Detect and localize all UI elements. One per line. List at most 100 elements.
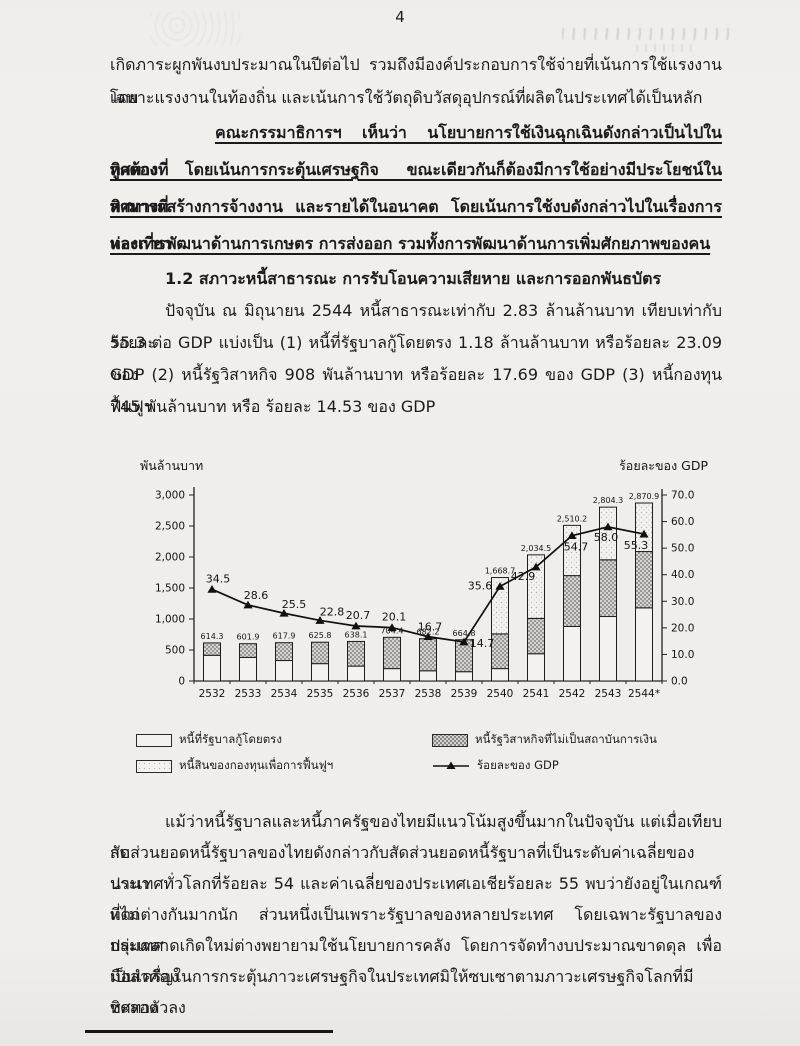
- gdp-point-marker: [387, 623, 397, 631]
- bar-segment: [347, 640, 365, 667]
- right-tick-label: 0.0: [671, 676, 688, 688]
- bar-total-label: 617.9: [273, 632, 296, 641]
- paragraph-international-comparison: แม้ว่าหนี้รัฐบาลและหนี้ภาครัฐของไทยมีแนว…: [110, 806, 722, 1023]
- x-tick-label: 2536: [343, 688, 370, 700]
- bar-total-label: 638.1: [345, 630, 368, 639]
- legend-item-direct-govt-debt: หนี้ที่รัฐบาลกู้โดยตรง: [136, 732, 282, 748]
- right-tick-label: 40.0: [671, 569, 694, 581]
- chart-plot-area: 0 500 1,000 1,500 2,000 2,500 3,000 0.0 10.0 20.0…: [155, 487, 694, 700]
- bar-total-label: 1,668.7: [485, 567, 516, 576]
- text-line: แตกต่างกันมากนัก ส่วนหนึ่งเป็นเพราะรัฐบา…: [110, 905, 722, 955]
- text-line: ชะลอตัวลง: [110, 998, 186, 1017]
- footnote-rule: [85, 1030, 333, 1033]
- text-line: GDP (2) หนี้รัฐวิสาหกิจ 908 พันล้านบาท ห…: [110, 365, 722, 416]
- text-line: 745 พันล้านบาท หรือ ร้อยละ 14.53 ของ GDP: [110, 397, 436, 416]
- gdp-point-label: 42.9: [511, 570, 536, 583]
- bar-segment: [599, 559, 617, 618]
- dotted-bar-swatch-icon: [136, 759, 172, 773]
- bar-segment: [239, 656, 257, 682]
- y-tick-label: 2,000: [155, 552, 185, 564]
- x-tick-label: 2538: [415, 688, 442, 700]
- text-line: 55.3 ต่อ GDP แบ่งเป็น (1) หนี้ที่รัฐบาลก…: [110, 333, 722, 384]
- gdp-point-marker: [207, 585, 217, 593]
- gdp-point-marker: [459, 637, 469, 646]
- legend-label: หนี้รัฐวิสาหกิจที่ไม่เป็นสถาบันการเงิน: [475, 732, 657, 746]
- gdp-point-label: 16.7: [418, 621, 443, 634]
- scan-artifact: [636, 44, 696, 52]
- text-line: ปัจจุบัน ณ มิถุนายน 2544 หนี้สาธารณะเท่า…: [110, 301, 722, 352]
- bar-total-label: 614.3: [201, 632, 224, 641]
- gdp-point-marker: [243, 600, 253, 609]
- gdp-point-marker: [423, 632, 433, 641]
- gdp-point-marker: [639, 529, 649, 538]
- gdp-line-swatch-icon: [433, 761, 469, 769]
- x-tick-label: 2532: [199, 688, 226, 700]
- bar-segment: [455, 671, 473, 682]
- section-heading-1-2: 1.2 สภาวะหนี้สาธารณะ การรับโอนความเสียหา…: [165, 269, 662, 288]
- bar-total-label: 601.9: [237, 633, 260, 642]
- gdp-point-label: 34.5: [206, 572, 231, 585]
- legend-item-soe-debt: หนี้รัฐวิสาหกิจที่ไม่เป็นสถาบันการเงิน: [432, 732, 657, 748]
- x-tick-label: 2535: [307, 688, 334, 700]
- right-tick-label: 70.0: [671, 490, 694, 502]
- bar-segment: [311, 663, 329, 682]
- bar-segment: [635, 607, 653, 682]
- gdp-point-marker: [315, 616, 325, 624]
- bar-segment: [383, 668, 401, 682]
- hatched-bar-swatch-icon: [432, 733, 468, 747]
- text-line: สัดส่วนยอดหนี้รัฐบาลของไทยดังกล่าวกับสัด…: [110, 843, 695, 893]
- bar-total-label: 2,804.3: [593, 496, 624, 505]
- x-tick-label: 2541: [523, 688, 550, 700]
- y-tick-label: 500: [165, 645, 185, 657]
- right-tick-label: 50.0: [671, 543, 694, 555]
- bar-total-label: 2,034.5: [521, 544, 552, 553]
- paragraph-budget-carryover: เกิดภาระผูกพันงบประมาณในปีต่อไป รวมถึงมี…: [110, 48, 722, 114]
- y-tick-label: 3,000: [155, 490, 185, 502]
- gdp-point-label: 58.0: [594, 531, 619, 544]
- text-line: มือสำคัญในการกระตุ้นภาวะเศรษฐกิจในประเทศ…: [110, 967, 694, 1017]
- right-tick-label: 20.0: [671, 622, 694, 634]
- paragraph-committee-opinion: คณะกรรมาธิการฯ เห็นว่า นโยบายการใช้เงินฉ…: [110, 114, 722, 262]
- text-line: ประเทศทั่วโลกที่ร้อยละ 54 และค่าเฉลี่ยขอ…: [110, 874, 722, 924]
- gdp-point-marker: [351, 621, 361, 630]
- gdp-point-label: 22.8: [320, 605, 345, 618]
- bar-segment: [383, 636, 401, 670]
- bar-segment: [599, 506, 617, 561]
- bar-total-label: 682.2: [417, 628, 440, 637]
- x-tick-label: 2543: [595, 688, 622, 700]
- bar-segment: [419, 670, 437, 682]
- legend-item-gdp-percent: ร้อยละของ GDP: [432, 758, 559, 774]
- left-axis-title: พันล้านบาท: [140, 458, 204, 473]
- x-tick-label: 2537: [379, 688, 406, 700]
- right-tick-label: 60.0: [671, 516, 694, 528]
- bar-segment: [311, 641, 329, 665]
- y-tick-label: 0: [178, 676, 185, 688]
- bar-total-label: 2,510.2: [557, 514, 588, 523]
- bar-segment: [275, 660, 293, 682]
- x-tick-label: 2542: [559, 688, 586, 700]
- bar-segment: [275, 642, 293, 662]
- text-line: กลุ่มตลาดเกิดใหม่ต่างพยายามใช้นโยบายการค…: [110, 936, 722, 986]
- bar-segment: [419, 638, 437, 672]
- x-tick-label: 2533: [235, 688, 262, 700]
- text-line: เกิดภาระผูกพันงบประมาณในปีต่อไป รวมถึงมี…: [110, 55, 722, 107]
- x-tick-label: 2544*: [628, 688, 660, 700]
- text-line: และการพัฒนาด้านการเกษตร การส่งออก รวมทั้…: [110, 234, 711, 253]
- right-axis-title: ร้อยละของ GDP: [619, 458, 708, 473]
- bar-segment: [527, 617, 545, 655]
- paragraph-public-debt-status: ปัจจุบัน ณ มิถุนายน 2544 หนี้สาธารณะเท่า…: [110, 295, 722, 423]
- legend-label: หนี้สินของกองทุนเพื่อการฟื้นฟูฯ: [179, 758, 334, 772]
- text-line: คณะกรรมาธิการฯ เห็นว่า นโยบายการใช้เงินฉ…: [110, 123, 722, 179]
- gdp-point-label: 14.7: [470, 637, 495, 650]
- bar-segment: [239, 643, 257, 658]
- gdp-point-marker: [495, 582, 505, 590]
- scan-artifact: [150, 12, 240, 46]
- bar-segment: [491, 668, 509, 682]
- right-tick-label: 30.0: [671, 596, 694, 608]
- gdp-point-label: 54.7: [564, 541, 589, 554]
- x-tick-label: 2539: [451, 688, 478, 700]
- right-tick-label: 10.0: [671, 649, 694, 661]
- scan-artifact: [562, 28, 734, 40]
- bar-segment: [347, 665, 365, 682]
- bar-segment: [527, 554, 545, 619]
